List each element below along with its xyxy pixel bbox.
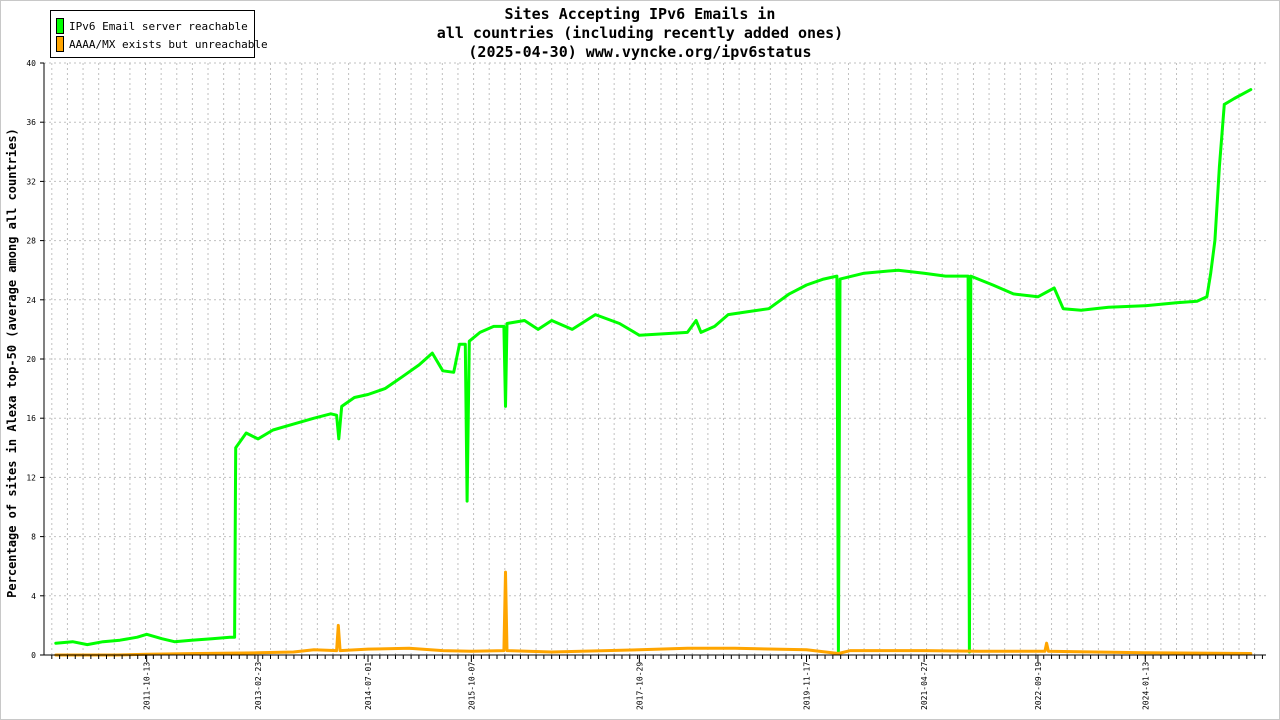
series-line-unreachable: [54, 570, 1253, 657]
legend-label-reachable: IPv6 Email server reachable: [69, 19, 248, 33]
y-tick-label: 12: [26, 473, 36, 482]
y-tick-label: 36: [26, 118, 36, 127]
chart-legend: IPv6 Email server reachable AAAA/MX exis…: [50, 10, 268, 58]
x-tick-label: 2021-04-27: [920, 662, 929, 710]
chart-title-line-1: Sites Accepting IPv6 Emails in: [504, 5, 776, 23]
axes: [40, 62, 1266, 662]
x-tick-label: 2024-01-13: [1141, 662, 1150, 710]
x-tick-label: 2022-09-19: [1034, 662, 1043, 710]
y-tick-label: 16: [26, 414, 36, 423]
y-tick-label: 8: [31, 533, 36, 542]
x-tick-label: 2015-10-07: [467, 662, 476, 710]
y-axis-label: Percentage of sites in Alexa top-50 (ave…: [5, 128, 19, 598]
y-tick-label: 40: [26, 59, 36, 68]
x-tick-label: 2011-10-13: [143, 662, 152, 710]
y-tick-label: 28: [26, 237, 36, 246]
legend-item-reachable: IPv6 Email server reachable: [56, 18, 248, 34]
series-lines: [54, 88, 1253, 657]
series-line-reachable: [54, 88, 1253, 654]
chart-title-line-2: all countries (including recently added …: [436, 24, 844, 42]
legend-item-unreachable: AAAA/MX exists but unreachable: [56, 36, 268, 52]
tick-labels: 0 4 8 12 16 20 24 28 32 36 40 2011-10-13 2013-02-23 2…: [26, 59, 1150, 710]
x-tick-label: 2013-02-23: [254, 662, 263, 710]
legend-swatch-unreachable: [56, 36, 64, 52]
x-tick-label: 2014-07-01: [364, 662, 373, 710]
x-tick-label: 2019-11-17: [803, 662, 812, 710]
y-tick-label: 4: [31, 592, 36, 601]
legend-swatch-reachable: [56, 18, 64, 34]
y-tick-label: 32: [26, 177, 36, 186]
grid-lines: [44, 62, 1266, 656]
x-tick-label: 2017-10-29: [635, 662, 644, 710]
chart-title-line-3: (2025-04-30) www.vyncke.org/ipv6status: [468, 43, 812, 61]
y-tick-label: 0: [31, 651, 36, 660]
legend-label-unreachable: AAAA/MX exists but unreachable: [69, 37, 268, 51]
y-tick-label: 24: [26, 296, 36, 305]
y-tick-label: 20: [26, 355, 36, 364]
